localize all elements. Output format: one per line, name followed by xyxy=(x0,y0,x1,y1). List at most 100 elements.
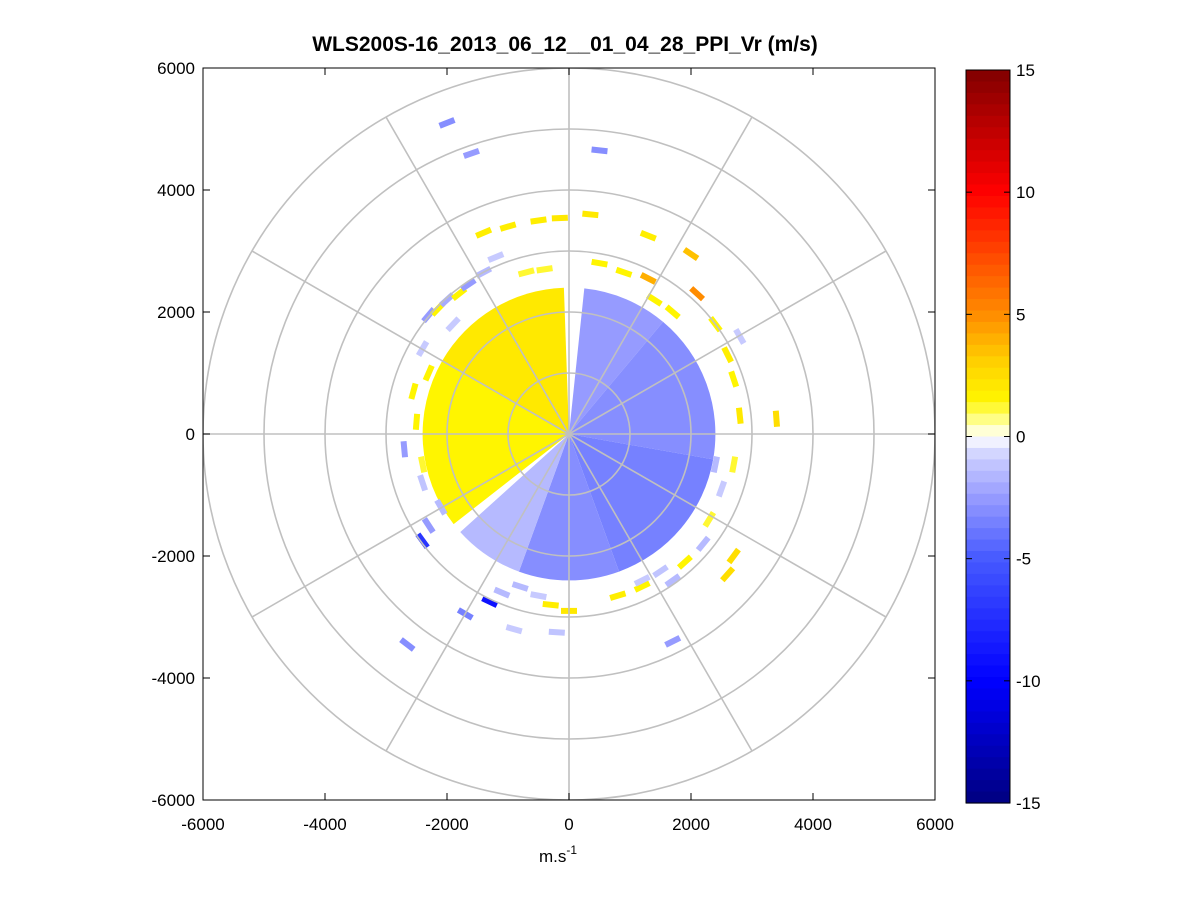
field-sector-1 xyxy=(569,288,664,434)
y-tick-label: 4000 xyxy=(157,181,195,200)
echo-point xyxy=(715,480,728,498)
colorbar-segment xyxy=(966,608,1010,621)
colorbar-segment xyxy=(966,642,1010,655)
echo-point xyxy=(664,573,681,588)
polar-grid xyxy=(203,68,935,800)
colorbar-segment xyxy=(966,299,1010,312)
colorbar-segment xyxy=(966,379,1010,392)
colorbar-segment xyxy=(966,745,1010,758)
echo-point xyxy=(511,581,529,592)
x-tick-label: 4000 xyxy=(794,815,832,834)
echo-point xyxy=(487,251,505,263)
echo-point xyxy=(422,364,435,382)
echo-point xyxy=(695,535,711,552)
echo-point xyxy=(729,456,739,473)
echo-point xyxy=(505,624,523,635)
colorbar-segment xyxy=(966,699,1010,712)
x-tick-label: -4000 xyxy=(303,815,346,834)
colorbar-ticks: 15 10 5 0 -5 -10 -15 xyxy=(966,61,1041,813)
colorbar-segment xyxy=(966,253,1010,266)
field-sector-0 xyxy=(569,287,585,434)
echo-point xyxy=(530,591,547,601)
echo-point xyxy=(676,554,693,570)
colorbar-segment xyxy=(966,596,1010,609)
colorbar-segment xyxy=(966,310,1010,323)
colorbar-segment xyxy=(966,573,1010,586)
echo-point xyxy=(417,474,428,492)
colorbar-segment xyxy=(966,551,1010,564)
echo-point xyxy=(591,258,608,268)
colorbar-segment xyxy=(966,402,1010,415)
colorbar-segment xyxy=(966,768,1010,781)
field-sector-6 xyxy=(453,434,569,532)
colorbar-segment xyxy=(966,757,1010,770)
colorbar-segment xyxy=(966,711,1010,724)
echo-point xyxy=(733,327,747,345)
colorbar-tick-label: 5 xyxy=(1016,305,1025,324)
azimuth-spoke xyxy=(251,250,570,435)
chart-title: WLS200S-16_2013_06_12__01_04_28_PPI_Vr (… xyxy=(312,33,818,56)
colorbar-segment xyxy=(966,585,1010,598)
colorbar-segment xyxy=(966,516,1010,529)
field-sector-8 xyxy=(442,287,569,434)
colorbar-segment xyxy=(966,344,1010,357)
colorbar-tick-label: -15 xyxy=(1016,794,1041,813)
azimuth-spoke xyxy=(568,433,753,752)
colorbar-segment xyxy=(966,333,1010,346)
echo-point xyxy=(646,292,663,307)
echo-point xyxy=(475,226,493,239)
x-tick-label: 2000 xyxy=(672,815,710,834)
x-tick-label: -2000 xyxy=(425,815,468,834)
colorbar-segment xyxy=(966,780,1010,793)
colorbar-segment xyxy=(966,127,1010,140)
x-tick-label: -6000 xyxy=(181,815,224,834)
echo-point xyxy=(415,532,430,549)
azimuth-spoke xyxy=(568,250,887,435)
field-sector-2 xyxy=(569,321,716,460)
colorbar-segment xyxy=(966,115,1010,128)
echo-point xyxy=(639,272,657,285)
echo-point xyxy=(633,580,651,593)
colorbar-segment xyxy=(966,367,1010,380)
colorbar-segment xyxy=(966,722,1010,735)
colorbar-segment xyxy=(966,184,1010,197)
velocity-field xyxy=(399,117,780,652)
azimuth-spoke xyxy=(568,433,887,618)
colorbar-segment xyxy=(966,688,1010,701)
echo-point xyxy=(445,316,461,333)
echo-point xyxy=(421,517,436,534)
colorbar-segment xyxy=(966,562,1010,575)
azimuth-spoke xyxy=(251,433,570,618)
colorbar-segment xyxy=(966,173,1010,186)
y-tick-label: -4000 xyxy=(152,669,195,688)
x-tick-label: 6000 xyxy=(916,815,954,834)
echo-point xyxy=(412,413,421,431)
echo-point xyxy=(664,635,682,648)
colorbar-tick-label: 0 xyxy=(1016,428,1025,447)
colorbar-segment xyxy=(966,447,1010,461)
echo-point xyxy=(462,147,480,159)
colorbar-segment xyxy=(966,539,1010,552)
colorbar-segment xyxy=(966,436,1010,449)
echo-point xyxy=(652,564,669,579)
colorbar-segment xyxy=(966,92,1010,105)
colorbar-segment xyxy=(966,195,1010,209)
echo-point xyxy=(772,410,780,427)
colorbar-segment xyxy=(966,493,1010,506)
colorbar-segment xyxy=(966,791,1010,804)
echo-point xyxy=(633,574,651,587)
colorbar-segment xyxy=(966,665,1010,678)
echo-point xyxy=(721,346,734,364)
field-sector-7 xyxy=(422,360,569,525)
echo-point xyxy=(728,370,740,388)
azimuth-spoke xyxy=(385,116,570,435)
echo-point xyxy=(609,590,627,601)
echo-point xyxy=(438,117,456,129)
echo-point xyxy=(499,221,517,232)
colorbar-segment xyxy=(966,218,1010,231)
axis-ticks: -6000 -4000 -2000 0 2000 4000 6000 6000 4000 2000… xyxy=(152,59,954,834)
colorbar-segment xyxy=(966,230,1010,243)
colorbar-tick-label: 10 xyxy=(1016,183,1035,202)
colorbar-segment xyxy=(966,677,1010,690)
